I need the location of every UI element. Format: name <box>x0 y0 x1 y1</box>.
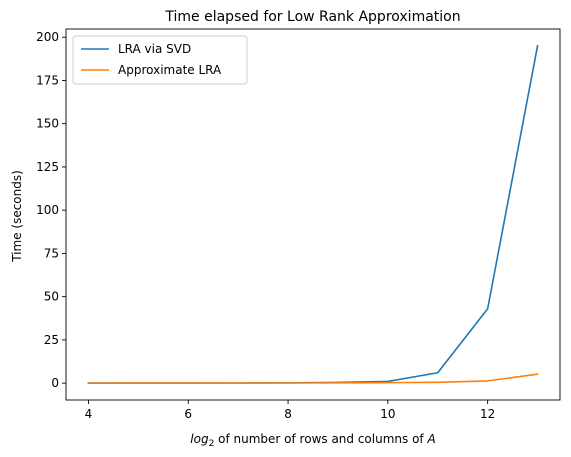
y-tick-label: 100 <box>36 203 59 217</box>
plot-area <box>87 44 539 384</box>
legend: LRA via SVD Approximate LRA <box>72 35 248 85</box>
legend-label-2: Approximate LRA <box>118 63 222 77</box>
x-tick-label: 6 <box>184 407 192 421</box>
x-tick-label: 12 <box>480 407 495 421</box>
y-tick-label: 25 <box>44 333 59 347</box>
axis-ticks: 4 6 8 10 12 0 25 50 75 100 125 150 175 200 <box>36 30 495 421</box>
y-tick-label: 200 <box>36 30 59 44</box>
x-tick-label: 10 <box>380 407 395 421</box>
x-tick-label: 8 <box>284 407 292 421</box>
y-axis-label: Time (seconds) <box>10 170 24 263</box>
chart-title: Time elapsed for Low Rank Approximation <box>164 9 460 25</box>
series-line-2 <box>87 373 539 384</box>
x-axis-label-log: log <box>190 432 209 446</box>
legend-label-1: LRA via SVD <box>118 42 191 56</box>
series-line-1 <box>87 44 539 384</box>
y-tick-label: 175 <box>36 73 59 87</box>
axes-frame <box>65 28 561 401</box>
x-axis-label-subscript: 2 <box>209 439 215 449</box>
y-tick-label: 75 <box>44 246 59 260</box>
y-tick-label: 125 <box>36 160 59 174</box>
y-tick-label: 150 <box>36 117 59 131</box>
x-axis-label: log2 of number of rows and columns of A <box>190 432 435 449</box>
x-tick-label: 4 <box>85 407 93 421</box>
x-axis-label-text: of number of rows and columns of <box>214 432 427 446</box>
y-tick-label: 50 <box>44 290 59 304</box>
x-axis-label-variable: A <box>426 432 435 446</box>
y-tick-label: 0 <box>51 376 59 390</box>
legend-box <box>72 35 248 85</box>
